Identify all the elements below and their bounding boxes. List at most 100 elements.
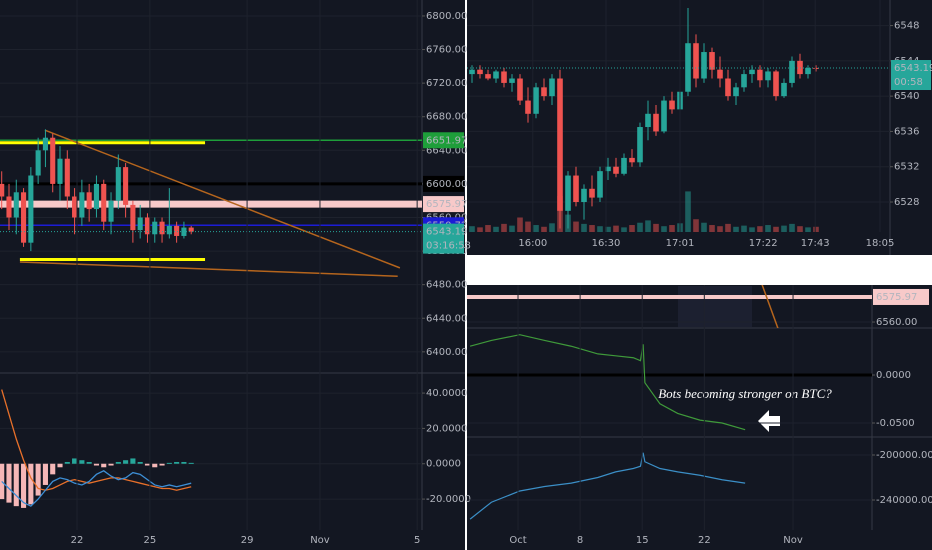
candle-body bbox=[581, 188, 587, 203]
countdown-label: 03:16:58 bbox=[426, 241, 471, 252]
volume-bar bbox=[573, 221, 579, 232]
histogram-bar bbox=[101, 463, 107, 468]
histogram-bar bbox=[6, 463, 12, 503]
histogram-bar bbox=[137, 461, 143, 464]
volume-bar bbox=[637, 222, 643, 232]
price-tag bbox=[423, 196, 464, 213]
candle-body bbox=[525, 100, 531, 114]
candle-body bbox=[789, 60, 795, 83]
candle-body bbox=[709, 52, 715, 70]
volume-bar bbox=[605, 226, 611, 232]
pane bbox=[0, 389, 422, 508]
candle-body bbox=[541, 87, 547, 97]
volume-bar bbox=[645, 220, 651, 232]
volume-bar bbox=[589, 225, 595, 232]
volume-bar bbox=[717, 226, 723, 232]
volume-bar bbox=[757, 226, 763, 232]
y-tick-label: 6680.00 bbox=[426, 112, 467, 123]
histogram-bar bbox=[57, 463, 63, 468]
x-tick-label: Nov bbox=[783, 535, 803, 546]
histogram-bar bbox=[181, 461, 187, 464]
volume-bar bbox=[685, 191, 691, 232]
histogram-bar bbox=[152, 463, 158, 468]
histogram-bar bbox=[42, 463, 48, 485]
candle-body bbox=[741, 74, 747, 88]
candle-body bbox=[501, 71, 507, 83]
annotation: Bots becoming stronger on BTC? bbox=[658, 386, 832, 401]
volume-bar bbox=[797, 226, 803, 232]
x-tick-label: 25 bbox=[144, 535, 157, 546]
histogram-bar bbox=[93, 463, 100, 466]
volume-bar bbox=[701, 222, 707, 232]
volume-bar bbox=[613, 225, 619, 232]
candle-body bbox=[621, 157, 627, 174]
candle-body bbox=[661, 100, 667, 132]
trend-line bbox=[19, 261, 398, 278]
divider bbox=[465, 0, 467, 550]
volume-bar bbox=[693, 219, 699, 232]
histogram-bar bbox=[123, 460, 129, 464]
candle-body bbox=[174, 225, 180, 236]
volume-bar bbox=[541, 226, 547, 232]
y-tick-label: 0.0000 bbox=[876, 370, 911, 381]
candle-body bbox=[765, 71, 771, 81]
candle-body bbox=[533, 87, 539, 114]
y-tick-label: 0.0000 bbox=[426, 459, 461, 470]
candle-body bbox=[549, 78, 555, 97]
y-tick-label: 6540 bbox=[894, 91, 919, 102]
histogram-bar bbox=[115, 461, 121, 464]
candle-body bbox=[93, 183, 100, 210]
volume-bar bbox=[661, 226, 667, 232]
pane bbox=[467, 334, 872, 431]
volume-bar bbox=[477, 227, 483, 232]
candle-body bbox=[108, 200, 114, 222]
candle-body bbox=[757, 69, 763, 81]
volume-bar bbox=[597, 226, 603, 232]
y-tick-label: 6528 bbox=[894, 197, 919, 208]
candle-body bbox=[701, 52, 707, 79]
x-tick-label: 22 bbox=[698, 535, 711, 546]
trend-line bbox=[44, 129, 401, 269]
x-tick-label: 29 bbox=[241, 535, 254, 546]
volume-bar bbox=[669, 225, 675, 232]
candle-body bbox=[693, 43, 699, 79]
candle-body bbox=[86, 192, 92, 210]
candle-body bbox=[645, 113, 651, 128]
candle-body bbox=[725, 78, 731, 97]
volume-bar bbox=[781, 225, 787, 232]
histogram-bar bbox=[35, 463, 41, 496]
candle-body bbox=[597, 171, 603, 198]
y-tick-label: 6760.00 bbox=[426, 45, 467, 56]
candle-body bbox=[42, 137, 48, 151]
volume-bar bbox=[653, 223, 659, 232]
candle-body bbox=[123, 167, 129, 205]
candle-body bbox=[797, 60, 803, 75]
volume-bar bbox=[725, 223, 731, 232]
candle-body bbox=[573, 175, 579, 203]
y-tick-label: 6400.00 bbox=[426, 347, 467, 358]
price-tag bbox=[891, 60, 931, 91]
y-tick-label: -200000.0000 bbox=[876, 450, 932, 461]
candle-body bbox=[749, 69, 755, 75]
volume-bar bbox=[581, 223, 587, 232]
price-tag-label: 6575.97 bbox=[426, 199, 467, 210]
candle-body bbox=[64, 158, 70, 197]
candle-body bbox=[166, 225, 172, 235]
candle-body bbox=[21, 192, 27, 243]
candle-body bbox=[50, 137, 56, 184]
volume-bar bbox=[621, 227, 627, 232]
price-tag-label: 6575.97 bbox=[876, 292, 917, 303]
candle-body bbox=[28, 175, 34, 243]
volume-bar bbox=[773, 226, 779, 232]
volume-bar bbox=[733, 226, 739, 232]
candle-body bbox=[733, 87, 739, 97]
y-tick-label: 6548 bbox=[894, 21, 919, 32]
x-tick-label: 17:22 bbox=[749, 238, 778, 249]
candle-body bbox=[781, 82, 787, 97]
y-tick-label: 6640.00 bbox=[426, 145, 467, 156]
volume-bar bbox=[749, 227, 755, 232]
histogram-bar bbox=[144, 463, 151, 466]
y-tick-label: -0.0500 bbox=[876, 418, 915, 429]
y-tick-label: -240000.0000 bbox=[876, 495, 932, 506]
histogram-bar bbox=[72, 458, 78, 464]
